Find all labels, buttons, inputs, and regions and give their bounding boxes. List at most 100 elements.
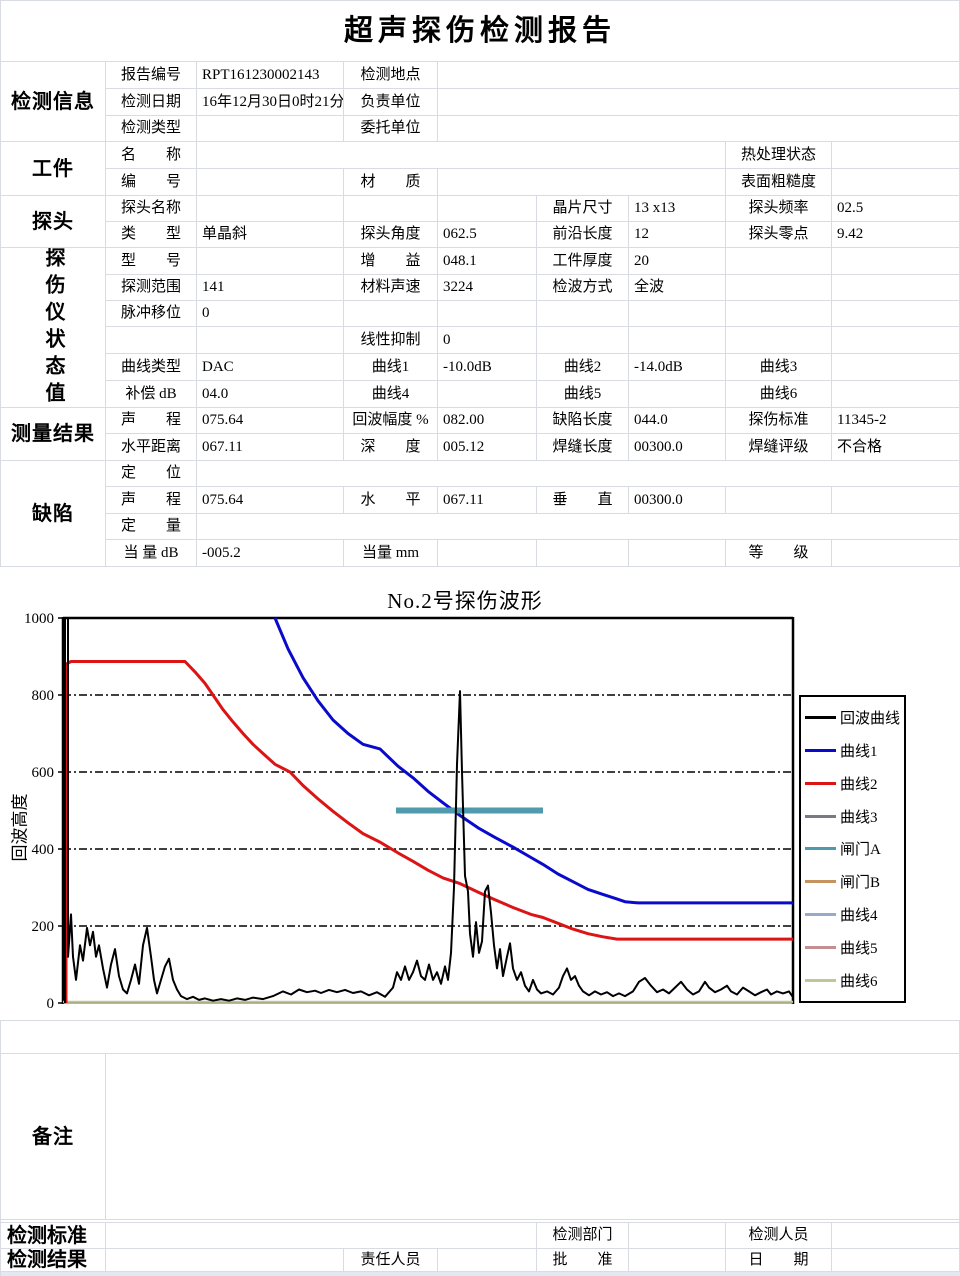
curve1-label: 曲线1 — [344, 354, 438, 381]
empty-cell — [629, 301, 726, 327]
legend-item: 曲线5 — [801, 937, 904, 958]
legend-item: 曲线2 — [801, 773, 904, 794]
curve3-label: 曲线3 — [726, 354, 832, 381]
probe-freq-label: 探头频率 — [726, 196, 832, 222]
empty-cell — [726, 301, 832, 327]
empty-cell — [344, 301, 438, 327]
h-distance-value: 067.11 — [197, 434, 344, 461]
duty-person-label: 责任人员 — [344, 1249, 438, 1272]
sound-path-label: 声 程 — [106, 408, 197, 434]
legend-item: 曲线6 — [801, 970, 904, 991]
svg-text:200: 200 — [32, 919, 55, 935]
echo-amp-label: 回波幅度 % — [344, 408, 438, 434]
curve-type-value: DAC — [197, 354, 344, 381]
empty-cell — [197, 514, 960, 540]
heat-treat-label: 热处理状态 — [726, 142, 832, 169]
svg-text:600: 600 — [32, 765, 55, 781]
weld-length-value: 00300.0 — [629, 434, 726, 461]
front-length-label: 前沿长度 — [537, 222, 629, 248]
waveform-plot: 0 200 400 600 800 1000 — [24, 611, 795, 1012]
legend-swatch-line — [805, 978, 836, 982]
empty-cell — [832, 487, 960, 514]
model-label: 型 号 — [106, 248, 197, 275]
client-value — [438, 116, 960, 142]
material-label: 材 质 — [344, 169, 438, 196]
empty-cell — [344, 196, 438, 222]
waveform-chart: 0 200 400 600 800 1000 No.2号探伤波形 回波高度 回波曲线 曲线1… — [0, 567, 960, 1020]
legend-label: 闸门A — [840, 842, 881, 859]
sign-date-value — [832, 1249, 960, 1272]
inspect-result-label: 检测结果 — [1, 1249, 106, 1272]
defect-length-value: 044.0 — [629, 408, 726, 434]
curve5-value — [629, 381, 726, 408]
approve-label: 批 准 — [537, 1249, 629, 1272]
defect-horiz-value: 067.11 — [438, 487, 537, 514]
echo-amp-value: 082.00 — [438, 408, 537, 434]
chip-size-label: 晶片尺寸 — [537, 196, 629, 222]
probe-zero-value: 9.42 — [832, 222, 960, 248]
curve-type-label: 曲线类型 — [106, 354, 197, 381]
curve6-value — [832, 381, 960, 408]
equiv-mm-label: 当量 mm — [344, 540, 438, 567]
wp-name-label: 名 称 — [106, 142, 197, 169]
defect-vert-value: 00300.0 — [629, 487, 726, 514]
depth-value: 005.12 — [438, 434, 537, 461]
rectify-value: 全波 — [629, 275, 726, 301]
curve5-label: 曲线5 — [537, 381, 629, 408]
empty-cell — [197, 327, 344, 354]
section-label-measure-result: 测量结果 — [1, 408, 106, 461]
legend-item: 回波曲线 — [801, 707, 904, 728]
legend-label: 曲线5 — [840, 941, 878, 958]
wp-no-value — [197, 169, 344, 196]
probe-zero-label: 探头零点 — [726, 222, 832, 248]
probe-type-label: 类 型 — [106, 222, 197, 248]
page-title: 超声探伤检测报告 — [1, 1, 960, 62]
resp-unit-label: 负责单位 — [344, 89, 438, 116]
h-distance-label: 水平距离 — [106, 434, 197, 461]
probe-angle-value: 062.5 — [438, 222, 537, 248]
report-no-label: 报告编号 — [106, 62, 197, 89]
comp-db-label: 补偿 dB — [106, 381, 197, 408]
thickness-value: 20 — [629, 248, 726, 275]
footer-table: 备注 检测标准 检测部门 检测人员 检测结果 责任人员 批 准 日 期 — [0, 1020, 960, 1276]
inspect-standard-label: 检测标准 — [1, 1223, 106, 1249]
curve2-label: 曲线2 — [537, 354, 629, 381]
empty-cell — [537, 540, 629, 567]
probe-name-label: 探头名称 — [106, 196, 197, 222]
level-label: 等 级 — [726, 540, 832, 567]
quantify-label: 定 量 — [106, 514, 197, 540]
inspect-result-value — [106, 1249, 344, 1272]
section-label-inspection-info: 检测信息 — [1, 62, 106, 142]
empty-cell — [629, 327, 726, 354]
empty-cell — [537, 301, 629, 327]
weld-grade-value: 不合格 — [832, 434, 960, 461]
empty-cell — [197, 461, 960, 487]
empty-cell — [832, 301, 960, 327]
legend-label: 闸门B — [840, 875, 881, 892]
defect-horiz-label: 水 平 — [344, 487, 438, 514]
legend-label: 曲线2 — [840, 776, 878, 793]
empty-cell — [832, 275, 960, 301]
defect-length-label: 缺陷长度 — [537, 408, 629, 434]
defect-path-value: 075.64 — [197, 487, 344, 514]
roughness-value — [832, 169, 960, 196]
curve4-label: 曲线4 — [344, 381, 438, 408]
range-value: 141 — [197, 275, 344, 301]
report-no-value: RPT161230002143 — [197, 62, 344, 89]
remark-content — [106, 1054, 960, 1220]
standard-label: 探伤标准 — [726, 408, 832, 434]
wp-name-value — [197, 142, 726, 169]
gain-label: 增 益 — [344, 248, 438, 275]
legend-swatch-line — [805, 748, 836, 752]
pulse-shift-label: 脉冲移位 — [106, 301, 197, 327]
inspector-label: 检测人员 — [726, 1223, 832, 1249]
comp-db-value: 04.0 — [197, 381, 344, 408]
probe-freq-value: 02.5 — [832, 196, 960, 222]
legend-swatch-line — [805, 880, 836, 884]
standard-value: 11345-2 — [832, 408, 960, 434]
thickness-label: 工件厚度 — [537, 248, 629, 275]
pulse-shift-value: 0 — [197, 301, 344, 327]
defect-vert-label: 垂 直 — [537, 487, 629, 514]
empty-cell — [438, 301, 537, 327]
weld-grade-label: 焊缝评级 — [726, 434, 832, 461]
